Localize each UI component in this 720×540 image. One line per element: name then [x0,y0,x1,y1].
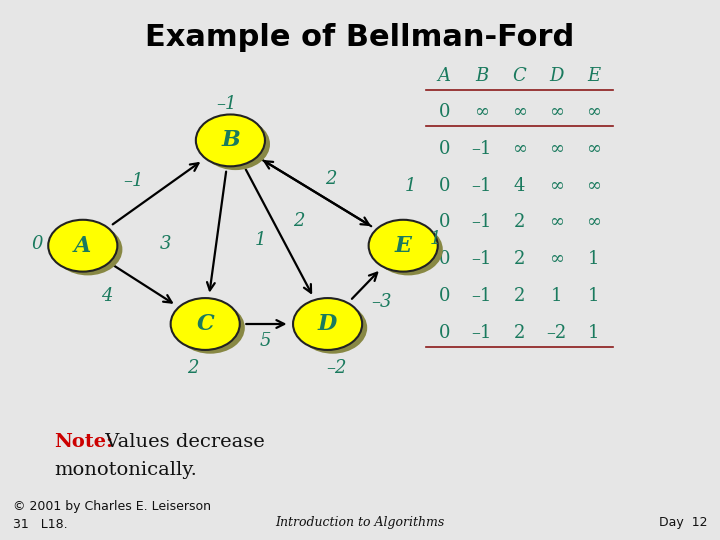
Text: ∞: ∞ [474,103,489,122]
Text: 2: 2 [513,213,525,232]
Circle shape [196,114,265,166]
Text: Note:: Note: [54,433,113,451]
Text: –1: –1 [472,213,492,232]
Text: –1: –1 [123,172,143,190]
Circle shape [369,220,438,272]
Text: –2: –2 [546,323,567,342]
Text: 0: 0 [32,235,43,253]
Text: 2: 2 [513,323,525,342]
Text: 2: 2 [325,170,337,188]
Text: 2: 2 [513,250,525,268]
Circle shape [171,298,240,350]
Text: ∞: ∞ [549,250,564,268]
Text: 0: 0 [438,177,450,195]
Text: Values decrease: Values decrease [99,433,264,451]
Circle shape [48,220,117,272]
Text: A: A [74,235,91,256]
Text: ∞: ∞ [587,103,601,122]
Text: 5: 5 [259,332,271,350]
Text: ∞: ∞ [587,140,601,158]
Text: 3: 3 [160,235,171,253]
Circle shape [176,302,245,354]
Text: –1: –1 [472,323,492,342]
Text: –1: –1 [472,250,492,268]
Circle shape [298,302,367,354]
Text: Introduction to Algorithms: Introduction to Algorithms [275,516,445,529]
Text: ∞: ∞ [549,213,564,232]
Text: ∞: ∞ [587,213,601,232]
Circle shape [374,224,443,275]
Text: –2: –2 [327,359,347,377]
Text: 1: 1 [551,287,562,305]
Text: ∞: ∞ [549,177,564,195]
Text: Day  12: Day 12 [659,516,707,529]
Text: 2: 2 [513,287,525,305]
Text: 0: 0 [438,323,450,342]
Text: –1: –1 [217,94,237,113]
Text: ∞: ∞ [512,140,526,158]
Text: E: E [588,66,600,85]
Text: –1: –1 [472,177,492,195]
Text: 0: 0 [438,213,450,232]
Text: 1: 1 [588,287,600,305]
Text: C: C [197,313,214,335]
Text: © 2001 by Charles E. Leiserson
31   L18.: © 2001 by Charles E. Leiserson 31 L18. [13,500,211,531]
Text: E: E [395,235,412,256]
Text: 0: 0 [438,250,450,268]
Text: Example of Bellman-Ford: Example of Bellman-Ford [145,23,575,52]
Text: A: A [438,66,451,85]
Text: 2: 2 [293,212,305,231]
Text: C: C [512,66,526,85]
Text: 0: 0 [438,103,450,122]
Text: ∞: ∞ [587,177,601,195]
Text: 0: 0 [438,140,450,158]
Text: 4: 4 [513,177,525,195]
Text: 0: 0 [438,287,450,305]
Text: –1: –1 [472,287,492,305]
Text: ∞: ∞ [549,103,564,122]
Text: D: D [318,313,337,335]
Circle shape [53,224,122,275]
Text: 2: 2 [187,359,199,377]
Text: –1: –1 [472,140,492,158]
Text: 1: 1 [430,230,441,248]
Text: D: D [549,66,564,85]
Text: 1: 1 [405,177,416,195]
Text: ∞: ∞ [549,140,564,158]
Text: B: B [221,130,240,151]
Circle shape [293,298,362,350]
Circle shape [201,118,270,170]
Text: –3: –3 [372,293,392,312]
Text: 1: 1 [588,250,600,268]
Text: B: B [475,66,488,85]
Text: monotonically.: monotonically. [54,461,197,479]
Text: 1: 1 [255,231,266,249]
Text: 4: 4 [101,287,112,305]
Text: ∞: ∞ [512,103,526,122]
Text: 1: 1 [588,323,600,342]
